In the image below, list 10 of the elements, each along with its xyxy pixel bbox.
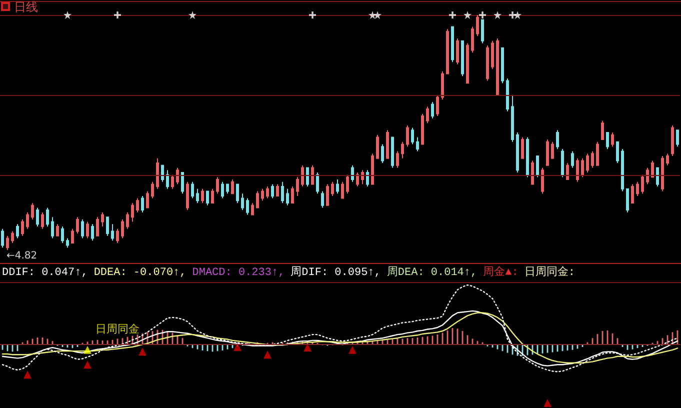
text: 周DEA: 0.014↑, — [386, 266, 478, 280]
series-label: 日周同金 — [96, 322, 140, 336]
text: 日周同金: — [524, 266, 575, 280]
text: DDIF: 0.047↑, — [2, 266, 88, 280]
chart-subtitle: 日线 — [14, 0, 38, 14]
text: 周金▲: — [483, 266, 518, 280]
text: 周DIF: 0.095↑, — [290, 266, 381, 280]
text: ←4.82 — [6, 250, 38, 262]
text: DDEA: -0.070↑, — [94, 266, 186, 280]
text: DMACD: 0.233↑, — [192, 266, 285, 280]
